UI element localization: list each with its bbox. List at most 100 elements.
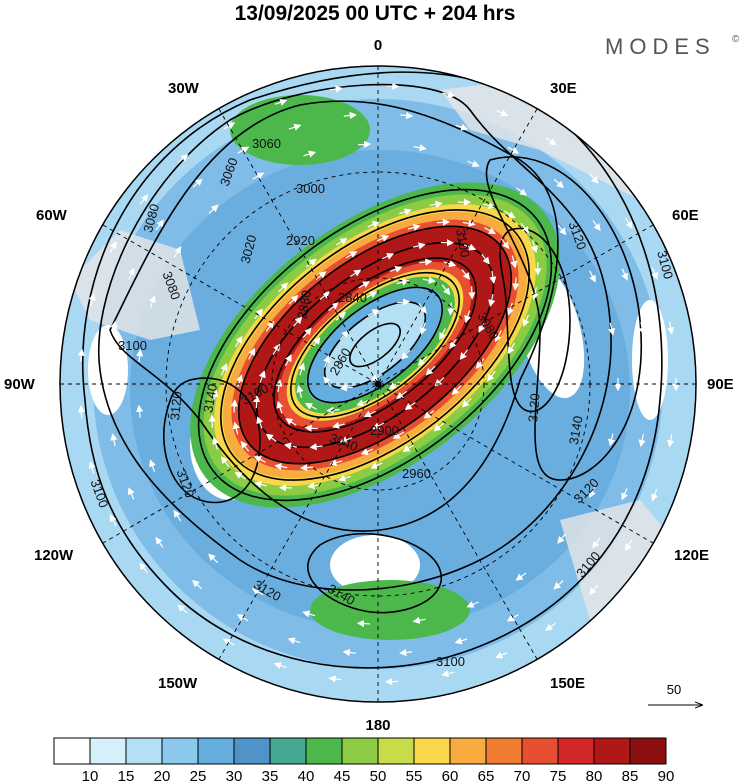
chart-title: 13/09/2025 00 UTC + 204 hrs [235, 2, 516, 25]
wind-arrow [305, 258, 317, 268]
brand-logo: MODES [605, 34, 716, 59]
wind-arrow [520, 222, 530, 234]
wind-arrow [396, 390, 408, 400]
pole-marker [375, 381, 381, 387]
wind-arrow [436, 218, 451, 226]
wind-arrow [220, 363, 228, 376]
wind-arrow [392, 431, 405, 439]
wind-arrow [589, 173, 599, 184]
contour-label: 3140 [200, 383, 220, 414]
lon-label-60w: 60W [36, 207, 68, 224]
wind-arrow [608, 322, 616, 336]
contour-label: 3120 [525, 393, 542, 423]
wind-arrow [399, 208, 412, 216]
wind-arrow [544, 622, 557, 631]
colorbar-swatch [341, 737, 379, 765]
wind-arrow [363, 410, 376, 418]
wind-vectors [77, 82, 680, 686]
lon-label-150e: 150E [550, 675, 585, 692]
wind-arrow [254, 480, 268, 488]
colorbar-swatch [269, 737, 307, 765]
wind-arrow [139, 194, 149, 205]
wind-arrow [128, 487, 135, 500]
wind-arrow [356, 620, 371, 628]
lon-label-60e: 60E [672, 207, 699, 224]
wind-arrow [284, 354, 292, 367]
lon-label-150w: 150W [158, 675, 198, 692]
contour-label: 3100 [118, 338, 147, 353]
wind-arrow [651, 488, 658, 502]
wind-arrow [372, 422, 385, 430]
wind-arrow [638, 321, 646, 335]
wind-arrow [467, 160, 480, 167]
wind-arrow [553, 580, 564, 590]
wind-arrow [292, 316, 303, 327]
wind-arrow [592, 220, 601, 232]
colorbar-swatch [89, 737, 127, 765]
wind-arrow [425, 365, 436, 376]
wind-arrow [110, 320, 118, 334]
wind-arrow [608, 433, 616, 447]
wind-arrow [251, 588, 264, 596]
colorbar-tick-label: 15 [118, 768, 135, 782]
wind-arrow [254, 308, 264, 320]
wind-arrow [256, 416, 264, 429]
colorbar-swatch [305, 737, 343, 765]
colorbar-swatch [233, 737, 271, 765]
colorbar-swatch [485, 737, 523, 765]
wind-arrow [155, 219, 164, 231]
colorbar-swatch [413, 737, 451, 765]
colorbar-tick-label: 55 [406, 768, 423, 782]
contour-label: 3140 [566, 415, 586, 446]
contour-label: 2960 [402, 466, 431, 481]
wind-arrow [459, 349, 469, 361]
wind-arrow [667, 434, 675, 448]
lon-label-180: 180 [365, 717, 390, 734]
wind-arrow [494, 330, 502, 343]
wind-arrow [288, 294, 299, 305]
wind-arrow [304, 402, 317, 410]
wind-arrow [253, 455, 266, 463]
wind-arrow [400, 111, 414, 120]
wind-arrow [507, 342, 516, 355]
colorbar-tick-label: 70 [514, 768, 531, 782]
wind-arrow [309, 443, 323, 451]
colorbar-tick-label: 20 [154, 768, 171, 782]
wind-arrow [339, 330, 349, 341]
wind-arrow [275, 379, 283, 393]
wind-arrow [234, 471, 247, 480]
wind-arrow [418, 302, 427, 314]
wind-arrow [439, 328, 446, 341]
wind-arrow [455, 123, 469, 131]
wind-arrow [335, 238, 348, 246]
wind-arrow [407, 223, 421, 231]
wind-arrow [298, 362, 306, 376]
wind-arrow [276, 400, 284, 414]
contour-label: 2900 [370, 423, 399, 438]
reference-vector-label: 50 [667, 682, 681, 697]
wind-arrow [429, 200, 443, 208]
lon-label-120e: 120E [674, 547, 709, 564]
wind-arrow [329, 85, 343, 93]
wind-arrow [252, 172, 265, 180]
wind-arrow [402, 444, 415, 452]
wind-arrow [331, 421, 345, 429]
land-europe [440, 80, 640, 200]
wind-arrow [88, 293, 96, 306]
colorbar-tick-label: 30 [226, 768, 243, 782]
wind-arrow [343, 111, 357, 120]
wind-arrow [237, 146, 250, 154]
wind-arrow [422, 276, 436, 284]
wind-arrow [386, 82, 400, 90]
wind-arrow [335, 311, 347, 321]
lon-label-30e: 30E [550, 80, 577, 97]
contour-label: 3120 [167, 391, 184, 421]
wind-arrow [265, 320, 275, 332]
wind-arrow [588, 584, 599, 595]
wind-arrow [442, 90, 456, 98]
wind-arrow [621, 268, 628, 281]
wind-arrow [443, 260, 457, 268]
contour-label: 3000 [296, 181, 325, 196]
wind-arrow [441, 670, 455, 678]
wind-arrow [323, 355, 331, 368]
